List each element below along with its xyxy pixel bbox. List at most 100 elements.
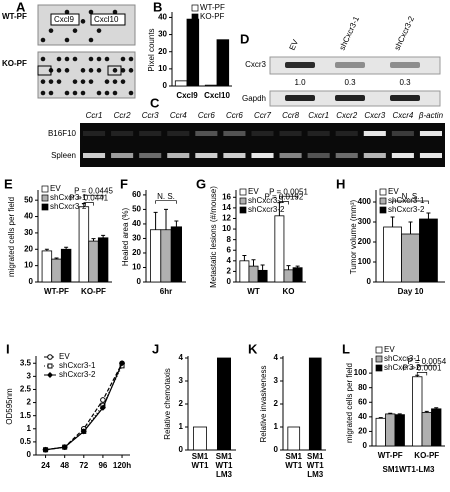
point [99,404,106,411]
y-tick-label: 1 [274,422,279,431]
y-tick-label: 30 [132,234,141,243]
significance-bracket [392,200,429,204]
array-spot [96,28,102,33]
legend-label: shCxcr3-1 [388,196,425,205]
array-spot [104,56,110,62]
gel-band [83,153,106,158]
panel-letter: D [240,31,249,46]
annotation: P = 0.0445 [74,186,113,195]
gel-image [80,123,445,167]
array-spot [56,79,62,84]
column-label: Ccr6 [198,111,215,120]
error-bar [260,264,265,271]
gel-band [363,153,386,158]
point [80,428,87,435]
panel-letter: I [6,341,10,356]
legend-label: shCxcr3-2 [384,363,421,372]
bar [192,426,207,451]
y-tick-label: 400 [358,197,372,206]
y-tick-label: 2 [227,267,232,276]
x-tick-label: 24 [41,461,50,470]
y-tick-label: 16 [222,192,231,201]
x-tick-label: SM1 WT1 [191,452,209,470]
error-bar [91,238,96,242]
array-spot [48,90,54,96]
y-axis-label: Metastatic lesions (#/mouse) [209,186,218,288]
array-spot [64,90,70,96]
panel-letter: J [152,341,159,356]
bar [248,265,259,283]
y-tick-label: 2 [274,399,279,408]
legend-swatch [239,197,247,205]
error-bar [378,417,383,419]
legend-label: shCxcr3-1 [248,196,285,205]
bar [431,408,442,447]
legend-swatch [375,346,383,354]
column-label: Ccr4 [170,111,187,120]
array-spot [48,28,54,33]
bar [421,412,432,447]
error-bar [424,410,429,413]
y-tick-label: 20 [132,248,141,257]
y-axis-label: Healed area (%) [121,208,130,267]
legend-swatch [41,194,49,202]
panel-letter: L [342,341,350,356]
x-tick-label: WT-PF [378,451,403,460]
x-tick-label: SM1 WT1 [191,452,209,470]
y-tick-label: 12 [222,214,231,223]
legend-swatch [41,203,49,211]
gel-band [223,153,246,158]
array-spot [96,68,102,73]
bar [204,84,218,87]
x-axis-label: SM1WT1-LM3 [383,465,436,474]
y-tick-label: 30 [158,30,167,39]
panel-letter: B [153,0,162,14]
x-tick-label: 96 [98,461,107,470]
error-bar [397,413,402,415]
y-tick-label: 100 [358,257,372,266]
legend-label: shCxcr3-2 [248,205,285,214]
error-bar [434,407,439,409]
annotation: N. S. [402,192,420,201]
gel-band [195,131,218,136]
array-spot [80,19,86,24]
y-tick-label: 0 [179,445,184,454]
y-axis-label: Relative chemotaxis [163,368,172,440]
legend-label: KO-PF [200,12,225,21]
gel-band [391,153,414,158]
panel-letter: A [16,0,26,14]
x-tick-label: 120h [113,461,131,470]
legend-label: shCxcr3-2 [59,370,96,379]
y-tick-label: 3 [274,376,279,385]
bar [41,250,53,283]
y-tick-label: 6 [227,245,232,254]
y-tick-label: 2 [27,398,32,407]
array-spot [128,56,134,62]
y-tick-label: 0 [137,277,142,286]
y-axis-label: migrated cells per field [345,363,354,443]
y-axis-label: Pixel counts [147,28,156,71]
y-tick-label: 10 [158,64,167,73]
bar [97,237,109,283]
annotation: P = 0.0001 [403,363,442,372]
bar [78,206,90,283]
y-tick-label: 4 [227,256,232,265]
array-spot [112,90,118,96]
gel-band [139,153,162,158]
error-bar [174,220,179,227]
bar [257,269,268,283]
x-tick-label: Day 10 [398,287,424,296]
bar [412,376,423,447]
lane-label: shCxcr3-1 [338,14,362,51]
x-tick-label: KO [283,287,295,296]
point [100,397,106,403]
blot-image [269,56,441,75]
panel-letter: H [336,176,345,191]
x-tick-label: 72 [79,461,88,470]
lane-label: EV [288,38,301,52]
array-spot [112,79,118,84]
legend-label: shCxcr3-2 [50,202,87,211]
gel-band [279,131,302,136]
column-label: Cxcr2 [336,111,357,120]
